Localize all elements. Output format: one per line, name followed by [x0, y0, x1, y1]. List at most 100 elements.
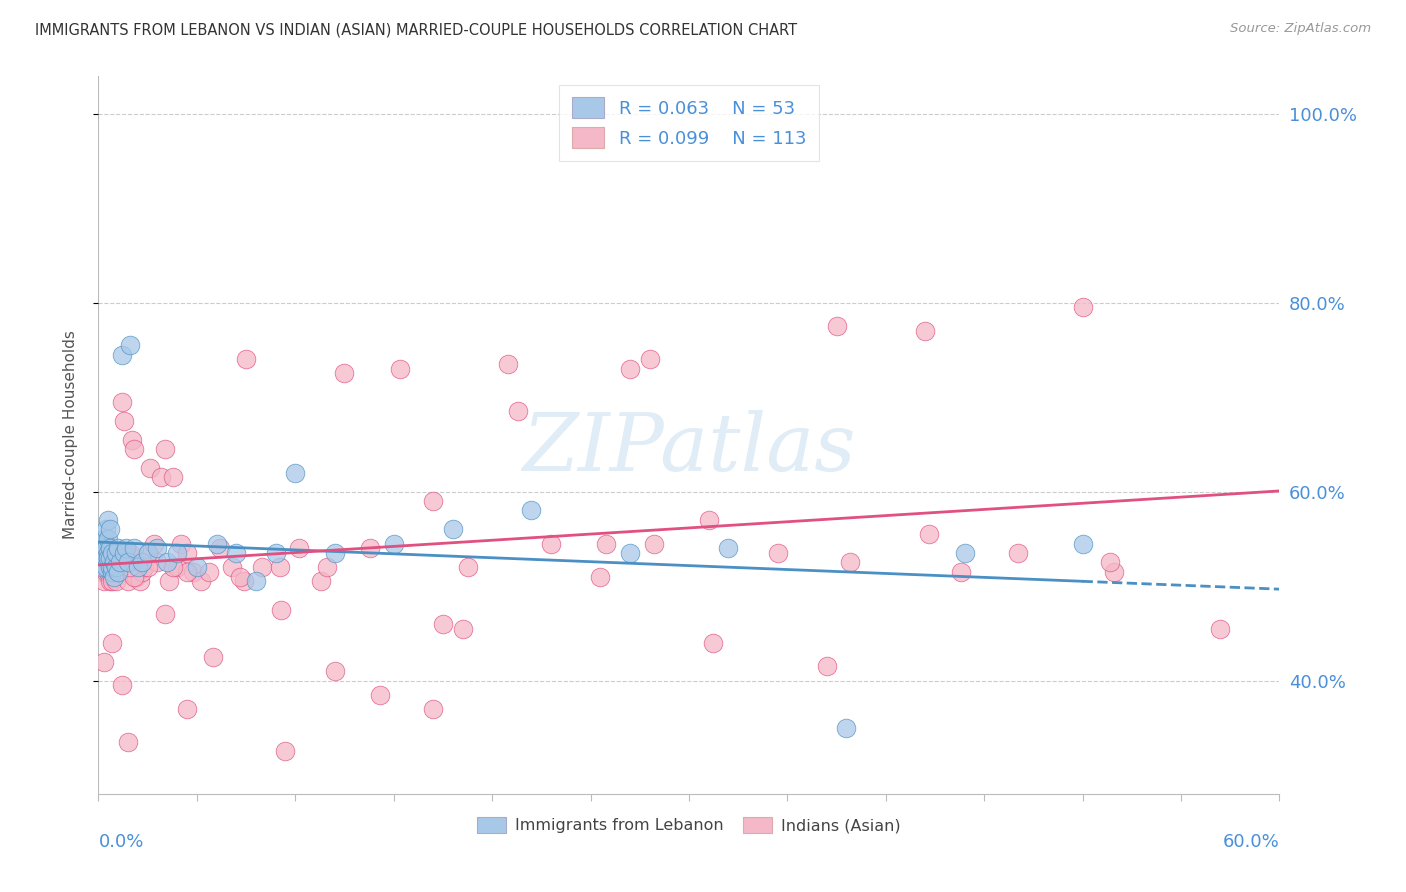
Point — [1071, 301, 1094, 315]
Point — [146, 555, 169, 569]
Point — [103, 555, 125, 569]
Point — [315, 560, 337, 574]
Point — [105, 550, 128, 565]
Point — [432, 616, 454, 631]
Point — [101, 546, 124, 560]
Text: ZIPatlas: ZIPatlas — [522, 410, 856, 488]
Point — [111, 394, 134, 409]
Point — [115, 560, 138, 574]
Point — [229, 569, 252, 583]
Point — [93, 655, 115, 669]
Point — [209, 541, 232, 556]
Point — [93, 532, 115, 546]
Point — [176, 702, 198, 716]
Point — [96, 541, 118, 556]
Point — [136, 560, 159, 574]
Point — [457, 560, 479, 574]
Point — [136, 546, 159, 560]
Point — [1102, 565, 1125, 579]
Point — [190, 574, 212, 589]
Point — [117, 555, 139, 569]
Point — [155, 442, 177, 456]
Point — [112, 565, 135, 579]
Point — [98, 550, 121, 565]
Point — [540, 536, 562, 550]
Point — [270, 602, 292, 616]
Point — [101, 546, 124, 560]
Point — [112, 414, 135, 428]
Point — [108, 550, 131, 565]
Point — [697, 513, 720, 527]
Point — [451, 622, 474, 636]
Point — [949, 565, 972, 579]
Point — [97, 546, 120, 560]
Point — [101, 569, 124, 583]
Point — [107, 541, 129, 556]
Point — [520, 503, 543, 517]
Point — [643, 536, 665, 550]
Point — [132, 560, 155, 574]
Point — [368, 688, 391, 702]
Point — [93, 560, 115, 574]
Point — [157, 574, 180, 589]
Point — [103, 546, 125, 560]
Point — [96, 546, 118, 560]
Point — [103, 560, 125, 574]
Point — [233, 574, 256, 589]
Point — [115, 541, 138, 556]
Point — [142, 536, 165, 550]
Point — [117, 546, 139, 560]
Point — [422, 702, 444, 716]
Point — [284, 466, 307, 480]
Point — [118, 546, 141, 560]
Point — [107, 560, 129, 574]
Point — [96, 522, 118, 536]
Point — [288, 541, 311, 556]
Point — [121, 433, 143, 447]
Point — [619, 546, 641, 560]
Point — [323, 546, 346, 560]
Point — [422, 494, 444, 508]
Point — [155, 607, 177, 622]
Point — [96, 536, 118, 550]
Point — [589, 569, 612, 583]
Point — [717, 541, 740, 556]
Point — [156, 555, 179, 569]
Point — [128, 574, 150, 589]
Point — [111, 347, 134, 361]
Point — [953, 546, 976, 560]
Point — [138, 461, 160, 475]
Point — [98, 522, 121, 536]
Point — [359, 541, 381, 556]
Point — [122, 442, 145, 456]
Point — [97, 541, 120, 556]
Point — [176, 546, 198, 560]
Point — [98, 560, 121, 574]
Point — [103, 569, 125, 583]
Point — [825, 319, 848, 334]
Text: IMMIGRANTS FROM LEBANON VS INDIAN (ASIAN) MARRIED-COUPLE HOUSEHOLDS CORRELATION : IMMIGRANTS FROM LEBANON VS INDIAN (ASIAN… — [35, 22, 797, 37]
Point — [186, 560, 208, 574]
Point — [101, 560, 124, 574]
Point — [97, 565, 120, 579]
Point — [323, 664, 346, 678]
Point — [91, 546, 114, 560]
Point — [1209, 622, 1232, 636]
Point — [815, 659, 838, 673]
Text: 0.0%: 0.0% — [98, 833, 143, 851]
Point — [98, 555, 121, 569]
Point — [97, 532, 120, 546]
Point — [107, 565, 129, 579]
Point — [101, 636, 124, 650]
Point — [98, 560, 121, 574]
Point — [638, 352, 661, 367]
Point — [131, 555, 153, 569]
Point — [91, 536, 114, 550]
Point — [112, 546, 135, 560]
Point — [1071, 536, 1094, 550]
Point — [125, 569, 148, 583]
Point — [89, 560, 111, 574]
Point — [89, 546, 111, 560]
Point — [506, 404, 529, 418]
Point — [101, 565, 124, 579]
